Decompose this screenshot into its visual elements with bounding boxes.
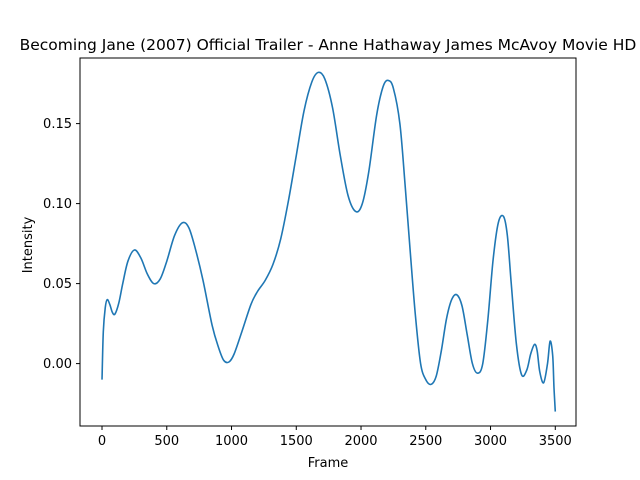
x-tick-label: 3500	[539, 434, 572, 449]
y-tick-label: 0.10	[43, 197, 72, 212]
y-tick-label: 0.15	[43, 117, 72, 132]
chart-title: Becoming Jane (2007) Official Trailer - …	[20, 36, 637, 54]
x-axis-label: Frame	[308, 456, 349, 471]
series-line-0	[101, 71, 557, 412]
x-tick-label: 500	[154, 434, 179, 449]
x-tick-label: 2000	[344, 434, 377, 449]
y-tick-label: 0.05	[43, 277, 72, 292]
x-tick-label: 2500	[409, 434, 442, 449]
y-tick-label: 0.00	[43, 357, 72, 372]
y-axis-label: Intensity	[21, 216, 36, 273]
x-tick-label: 1500	[280, 434, 313, 449]
x-axis: 0 500 1000 1500 2000 2500 3000 3500	[98, 426, 572, 449]
plot-area	[101, 71, 557, 412]
x-tick-label: 1000	[215, 434, 248, 449]
x-tick-label: 3000	[474, 434, 507, 449]
x-tick-label: 0	[98, 434, 106, 449]
plot-frame	[79, 57, 577, 427]
y-axis: 0.00 0.05 0.10 0.15	[43, 117, 80, 372]
